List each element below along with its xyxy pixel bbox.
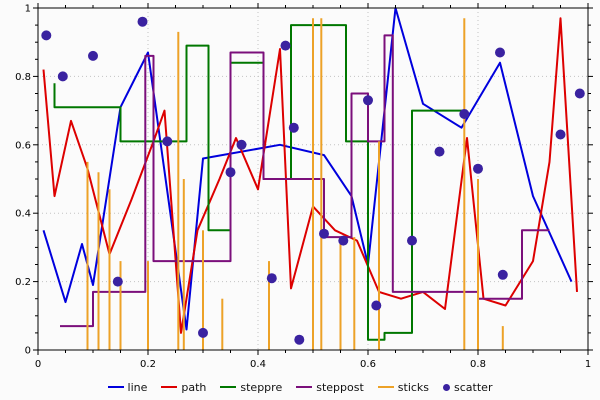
legend-label-line: line bbox=[127, 380, 148, 394]
svg-text:1: 1 bbox=[25, 4, 31, 15]
svg-text:0.2: 0.2 bbox=[15, 277, 31, 288]
legend-item-path: path bbox=[161, 381, 206, 394]
svg-text:0.4: 0.4 bbox=[15, 209, 31, 220]
svg-text:0.4: 0.4 bbox=[250, 359, 266, 370]
legend-label-scatter: scatter bbox=[454, 380, 493, 394]
svg-text:0: 0 bbox=[35, 359, 41, 370]
legend-label-sticks: sticks bbox=[397, 380, 430, 394]
svg-text:1: 1 bbox=[585, 359, 591, 370]
plot-svg: 0 0.2 0.4 0.6 0.8 1 0 0.2 0.4 0.6 0.8 1 bbox=[15, 3, 593, 370]
svg-text:0.6: 0.6 bbox=[15, 140, 31, 151]
legend-item-steppost: steppost bbox=[296, 381, 364, 394]
scatter-legend-swatch bbox=[443, 383, 451, 391]
svg-text:0.8: 0.8 bbox=[470, 359, 486, 370]
legend-item-line: line bbox=[107, 380, 148, 394]
legend-label-steppost: steppost bbox=[316, 380, 364, 394]
legend-item-sticks: sticks bbox=[377, 380, 430, 394]
svg-text:0.2: 0.2 bbox=[140, 359, 156, 370]
legend-label-steppre: steppre bbox=[240, 380, 283, 394]
svg-text:0: 0 bbox=[25, 346, 31, 357]
steppost-legend-swatch bbox=[296, 386, 313, 388]
path-legend-swatch bbox=[161, 386, 178, 388]
svg-text:0.8: 0.8 bbox=[15, 72, 31, 83]
steppre-legend-swatch bbox=[220, 386, 237, 388]
legend-item-steppre: steppre bbox=[220, 381, 282, 394]
legend-item-scatter: scatter bbox=[443, 381, 492, 394]
chart-legend: line path steppre steppost sticks scatte… bbox=[0, 374, 600, 400]
svg-text:0.6: 0.6 bbox=[360, 359, 376, 370]
line-legend-swatch bbox=[107, 386, 124, 388]
legend-label-path: path bbox=[181, 380, 207, 394]
sticks-legend-swatch bbox=[377, 386, 394, 388]
